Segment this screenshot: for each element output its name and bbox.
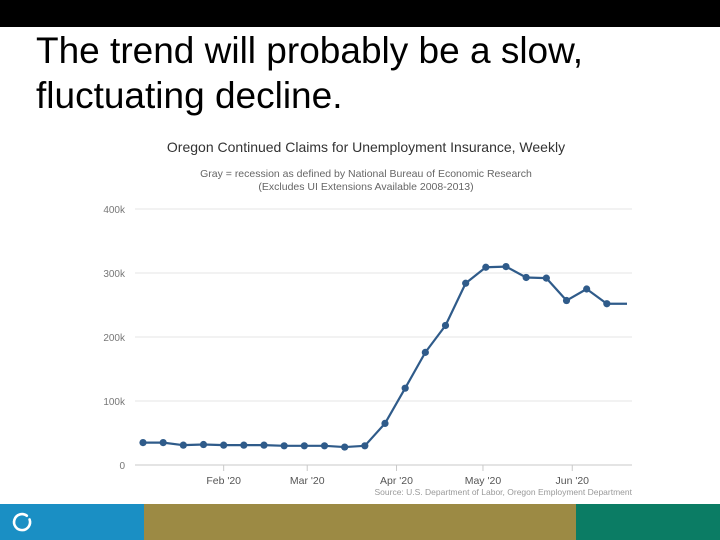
y-tick-label: 300k <box>103 269 126 280</box>
chart-subtitle-line-1: Gray = recession as defined by National … <box>200 168 532 180</box>
footer-segment-3 <box>576 504 720 540</box>
series <box>139 263 627 451</box>
data-point <box>361 442 369 450</box>
y-tick-label: 200k <box>103 333 126 344</box>
chart-subtitle-line-2: (Excludes UI Extensions Available 2008-2… <box>258 181 473 193</box>
data-point <box>482 263 490 271</box>
data-point <box>562 296 571 305</box>
chart-source: Source: U.S. Department of Labor, Oregon… <box>375 487 633 497</box>
data-point <box>381 419 389 427</box>
data-point <box>401 384 409 392</box>
data-point <box>280 442 288 450</box>
top-bar <box>0 0 720 27</box>
y-axis: 0 100k 200k 300k 400k <box>103 205 126 472</box>
y-tick-label: 100k <box>103 397 126 408</box>
data-point <box>199 440 208 449</box>
data-point <box>220 441 228 449</box>
data-point <box>179 441 187 449</box>
data-point <box>502 263 510 271</box>
data-point <box>300 442 308 450</box>
y-tick-label: 400k <box>103 205 126 216</box>
data-point <box>341 443 349 451</box>
data-point <box>320 442 329 450</box>
footer-bar <box>0 504 720 540</box>
data-point <box>522 273 530 282</box>
x-tick-label: Jun '20 <box>555 475 589 487</box>
data-point <box>462 279 470 287</box>
data-point <box>159 439 167 447</box>
data-point <box>260 441 268 449</box>
gridlines <box>135 208 632 466</box>
y-tick-label: 0 <box>119 461 125 472</box>
data-point <box>441 321 450 330</box>
data-point <box>583 285 591 293</box>
x-tick-label: Feb '20 <box>206 475 241 487</box>
x-tick-label: Apr '20 <box>380 475 413 487</box>
x-axis: Feb '20 Mar '20 Apr '20 May '20 Jun '20 <box>206 465 589 487</box>
slide-title: The trend will probably be a slow, fluct… <box>36 30 584 116</box>
data-point <box>421 348 429 356</box>
data-point <box>542 274 550 282</box>
footer-segment-2 <box>144 504 576 540</box>
data-point <box>240 441 248 449</box>
x-tick-label: Mar '20 <box>290 475 325 487</box>
circle-logo-icon <box>12 512 32 532</box>
data-point <box>603 300 611 308</box>
data-point <box>139 439 147 447</box>
chart-title: Oregon Continued Claims for Unemployment… <box>167 139 565 155</box>
x-tick-label: May '20 <box>465 475 502 487</box>
footer-segment-1 <box>0 504 144 540</box>
